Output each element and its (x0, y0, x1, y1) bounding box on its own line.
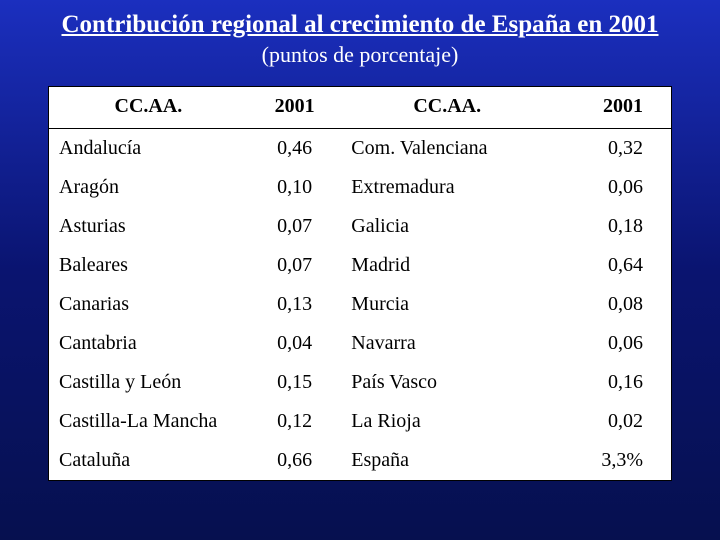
slide: Contribución regional al crecimiento de … (0, 0, 720, 540)
table-row: Castilla-La Mancha 0,12 La Rioja 0,02 (49, 402, 672, 441)
table-row: Cataluña 0,66 España 3,3% (49, 441, 672, 481)
table-body: Andalucía 0,46 Com. Valenciana 0,32 Arag… (49, 129, 672, 481)
table-row: Canarias 0,13 Murcia 0,08 (49, 285, 672, 324)
cell-ccaa: Baleares (49, 246, 248, 285)
col-header-2001-2: 2001 (553, 87, 671, 129)
cell-value: 0,16 (553, 363, 671, 402)
cell-ccaa: Canarias (49, 285, 248, 324)
cell-value: 0,07 (248, 246, 341, 285)
cell-ccaa: Castilla-La Mancha (49, 402, 248, 441)
table-container: CC.AA. 2001 CC.AA. 2001 Andalucía 0,46 C… (48, 86, 672, 481)
cell-value: 0,66 (248, 441, 341, 481)
cell-value: 3,3% (553, 441, 671, 481)
cell-value: 0,32 (553, 129, 671, 169)
cell-value: 0,02 (553, 402, 671, 441)
table-row: Castilla y León 0,15 País Vasco 0,16 (49, 363, 672, 402)
col-header-2001-1: 2001 (248, 87, 341, 129)
cell-ccaa: Andalucía (49, 129, 248, 169)
cell-value: 0,13 (248, 285, 341, 324)
cell-ccaa: País Vasco (341, 363, 553, 402)
table-header-row: CC.AA. 2001 CC.AA. 2001 (49, 87, 672, 129)
col-header-ccaa-2: CC.AA. (341, 87, 553, 129)
table-row: Asturias 0,07 Galicia 0,18 (49, 207, 672, 246)
cell-ccaa: Cantabria (49, 324, 248, 363)
cell-value: 0,06 (553, 324, 671, 363)
table-row: Aragón 0,10 Extremadura 0,06 (49, 168, 672, 207)
data-table: CC.AA. 2001 CC.AA. 2001 Andalucía 0,46 C… (48, 86, 672, 481)
slide-title: Contribución regional al crecimiento de … (20, 10, 700, 40)
cell-value: 0,15 (248, 363, 341, 402)
table-row: Cantabria 0,04 Navarra 0,06 (49, 324, 672, 363)
cell-value: 0,12 (248, 402, 341, 441)
cell-ccaa: Extremadura (341, 168, 553, 207)
cell-ccaa: Madrid (341, 246, 553, 285)
cell-ccaa: La Rioja (341, 402, 553, 441)
col-header-ccaa-1: CC.AA. (49, 87, 248, 129)
cell-value: 0,46 (248, 129, 341, 169)
table-row: Baleares 0,07 Madrid 0,64 (49, 246, 672, 285)
cell-ccaa: Cataluña (49, 441, 248, 481)
slide-subtitle: (puntos de porcentaje) (0, 42, 720, 68)
cell-ccaa: España (341, 441, 553, 481)
cell-value: 0,06 (553, 168, 671, 207)
cell-value: 0,04 (248, 324, 341, 363)
cell-ccaa: Navarra (341, 324, 553, 363)
cell-ccaa: Com. Valenciana (341, 129, 553, 169)
cell-value: 0,64 (553, 246, 671, 285)
table-row: Andalucía 0,46 Com. Valenciana 0,32 (49, 129, 672, 169)
cell-ccaa: Galicia (341, 207, 553, 246)
cell-value: 0,10 (248, 168, 341, 207)
cell-ccaa: Castilla y León (49, 363, 248, 402)
cell-ccaa: Aragón (49, 168, 248, 207)
cell-ccaa: Murcia (341, 285, 553, 324)
cell-value: 0,18 (553, 207, 671, 246)
cell-value: 0,08 (553, 285, 671, 324)
cell-value: 0,07 (248, 207, 341, 246)
cell-ccaa: Asturias (49, 207, 248, 246)
